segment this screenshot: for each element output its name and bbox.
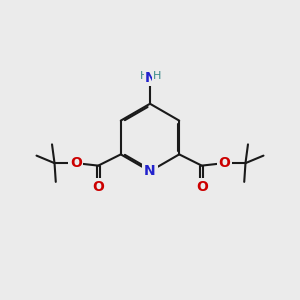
Text: O: O bbox=[70, 156, 82, 170]
Text: N: N bbox=[144, 164, 156, 178]
Text: N: N bbox=[145, 70, 157, 85]
Text: H: H bbox=[140, 71, 149, 81]
Text: H: H bbox=[153, 71, 161, 81]
Text: O: O bbox=[92, 180, 104, 194]
Text: O: O bbox=[218, 156, 230, 170]
Text: O: O bbox=[196, 180, 208, 194]
